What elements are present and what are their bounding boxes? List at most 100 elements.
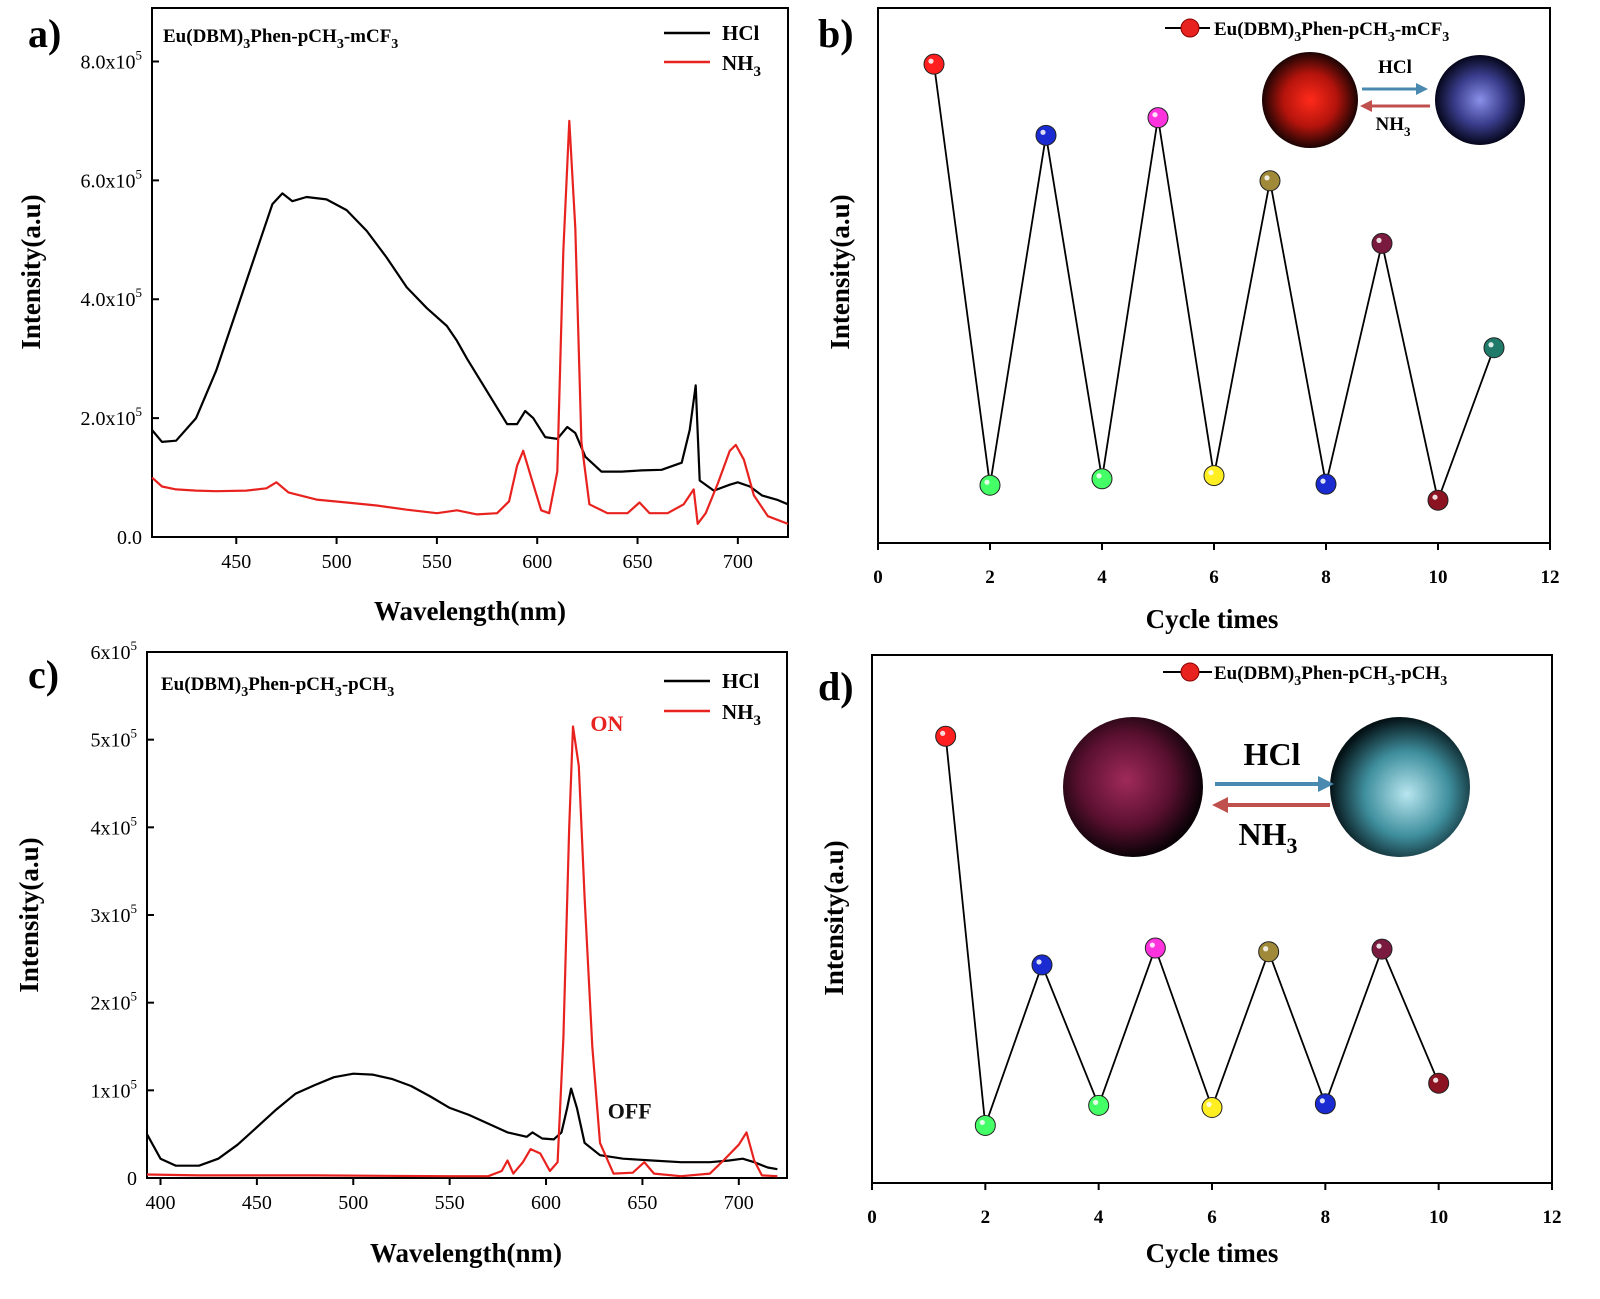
panel-label: c): [28, 652, 59, 697]
plot-frame: [151, 7, 789, 538]
y-axis-title: Intensity(a.u): [819, 840, 849, 995]
y-axis-title: Intensity(a.u): [14, 837, 44, 992]
data-point: [1259, 170, 1281, 192]
legend-marker: [1180, 662, 1200, 682]
data-point-highlight: [1432, 494, 1438, 500]
y-axis: 0.0 2.0x105 4.0x105 6.0x105 8.0x105: [81, 47, 159, 549]
y-tick-label: 6x105: [91, 638, 138, 664]
sample-label: Eu(DBM)3Phen-pCH3-mCF3: [163, 26, 398, 52]
data-point-highlight: [1208, 469, 1214, 476]
legend: Eu(DBM)3Phen-pCH3-mCF3: [1165, 18, 1449, 45]
series-line-hcl: [151, 192, 789, 506]
data-point-highlight: [1376, 943, 1382, 949]
data-point: [935, 725, 957, 747]
data-point: [974, 1114, 996, 1136]
arrow-label-bottom: NH3: [1376, 114, 1412, 139]
x-tick-label: 4: [1097, 567, 1107, 588]
data-point-highlight: [984, 479, 990, 485]
x-tick-label: 12: [1541, 567, 1560, 588]
panel-d: d) 0 2 4 6 8 10 12 Eu(DBM)3Phen-pCH3-pCH3 HCl …: [818, 654, 1562, 1268]
data-point: [1201, 1096, 1223, 1118]
data-point: [1314, 1093, 1336, 1115]
x-tick-label: 10: [1429, 567, 1448, 588]
x-axis: 0 2 4 6 8 10 12: [867, 1183, 1562, 1228]
data-point: [1031, 954, 1053, 976]
panel-label: a): [28, 11, 61, 56]
data-point-highlight: [1376, 237, 1382, 243]
photo-red-emission: [1262, 52, 1358, 148]
y-tick-label: 2x105: [91, 989, 138, 1015]
x-tick-label: 450: [242, 1192, 272, 1214]
annotation-on: ON: [590, 711, 623, 736]
plot-frame: [146, 651, 788, 1179]
data-point-highlight: [1093, 1099, 1099, 1105]
x-tick-label: 650: [623, 551, 653, 573]
arrowhead-back: [1360, 100, 1372, 112]
x-tick-label: 12: [1543, 1207, 1562, 1228]
legend-label-hcl: HCl: [722, 21, 760, 45]
legend-label-nh3: NH3: [722, 51, 761, 80]
panel-b: b) 0 2 4 6 8 10 12 Eu(DBM)3Phen-pCH3-mCF3 HCl …: [818, 7, 1560, 634]
data-point-highlight: [1319, 1098, 1325, 1104]
data-point: [1258, 941, 1280, 963]
data-point: [1427, 489, 1449, 511]
data-point-highlight: [1149, 942, 1155, 948]
photo-blue-emission: [1435, 55, 1525, 145]
x-tick-label: 8: [1321, 567, 1331, 588]
legend-label: Eu(DBM)3Phen-pCH3-pCH3: [1214, 663, 1447, 689]
data-point-highlight: [940, 730, 946, 736]
x-axis-title: Cycle times: [1146, 604, 1279, 634]
data-point: [1371, 938, 1393, 960]
annotation-off: OFF: [608, 1098, 652, 1123]
x-tick-label: 550: [435, 1192, 465, 1214]
y-tick-label: 8.0x105: [81, 47, 143, 73]
x-tick-label: 500: [338, 1192, 368, 1214]
series-line-nh3: [146, 725, 778, 1178]
arrow-label-bottom: NH3: [1239, 816, 1298, 858]
x-tick-label: 600: [531, 1192, 561, 1214]
data-point: [1091, 468, 1113, 490]
y-tick-label: 0: [127, 1168, 137, 1190]
series-group: [935, 725, 1450, 1136]
legend: HCl NH3: [664, 669, 761, 729]
x-axis: 0 2 4 6 8 10 12: [873, 543, 1560, 588]
x-tick-label: 10: [1429, 1207, 1448, 1228]
data-point-highlight: [979, 1119, 985, 1126]
x-tick-label: 6: [1209, 567, 1219, 588]
inset-photos: HCl NH3: [1262, 52, 1525, 148]
x-tick-label: 700: [723, 551, 753, 573]
legend: Eu(DBM)3Phen-pCH3-pCH3: [1163, 662, 1447, 689]
series-group: [146, 725, 778, 1178]
data-point: [1428, 1072, 1450, 1094]
legend-label-nh3: NH3: [722, 700, 761, 729]
data-point: [1035, 124, 1057, 146]
data-point-highlight: [1152, 112, 1158, 118]
data-point-highlight: [1488, 342, 1494, 348]
x-axis: 400 450 500 550 600 650 700: [145, 1178, 754, 1214]
x-tick-label: 400: [145, 1192, 175, 1214]
arrowhead-forward: [1318, 776, 1334, 792]
data-point: [1315, 473, 1337, 495]
data-point-highlight: [1264, 175, 1270, 181]
legend-label-hcl: HCl: [722, 669, 760, 693]
panel-label: d): [818, 664, 854, 709]
x-tick-label: 2: [981, 1207, 991, 1228]
data-point: [1147, 107, 1169, 129]
x-tick-label: 6: [1207, 1207, 1217, 1228]
y-tick-label: 0.0: [117, 527, 142, 549]
data-point-highlight: [1036, 959, 1042, 965]
data-point-highlight: [1096, 473, 1102, 479]
x-axis-title: Wavelength(nm): [370, 1238, 562, 1268]
data-point-highlight: [928, 58, 934, 64]
x-tick-label: 450: [221, 551, 251, 573]
x-tick-label: 0: [873, 567, 883, 588]
y-axis-title: Intensity(a.u): [825, 194, 855, 349]
photo-pink-emission: [1063, 717, 1203, 857]
x-axis: 450 500 550 600 650 700: [221, 537, 753, 573]
x-tick-label: 2: [985, 567, 995, 588]
y-axis: 0 1x105 2x105 3x105 4x105 5x105 6x105: [91, 638, 154, 1190]
x-tick-label: 700: [724, 1192, 754, 1214]
x-tick-label: 0: [867, 1207, 877, 1228]
x-tick-label: 650: [627, 1192, 657, 1214]
